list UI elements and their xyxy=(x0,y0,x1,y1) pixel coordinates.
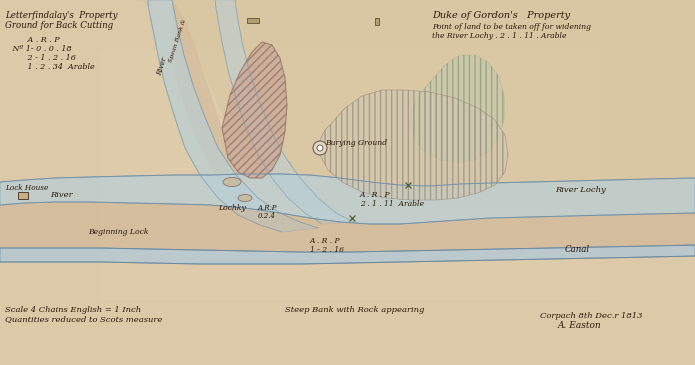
Text: River Lochy: River Lochy xyxy=(555,186,606,194)
Text: A . R . P: A . R . P xyxy=(360,191,391,199)
Text: Corpach 8th Dec.r 1813: Corpach 8th Dec.r 1813 xyxy=(540,312,642,320)
Text: River: River xyxy=(50,191,72,199)
Text: A . R . P: A . R . P xyxy=(310,237,341,245)
Text: 0.2.4: 0.2.4 xyxy=(258,212,276,220)
Text: the River Lochy . 2 . 1 . 11 . Arable: the River Lochy . 2 . 1 . 11 . Arable xyxy=(432,32,566,40)
Bar xyxy=(375,18,379,25)
Polygon shape xyxy=(0,174,695,224)
Polygon shape xyxy=(148,0,318,232)
Bar xyxy=(18,192,28,199)
Text: A. Easton: A. Easton xyxy=(558,321,602,330)
Ellipse shape xyxy=(238,195,252,201)
Polygon shape xyxy=(410,55,505,163)
Text: 2 - 1 . 2 . 16: 2 - 1 . 2 . 16 xyxy=(5,54,76,62)
Text: Nº 1- 0 . 0 . 18: Nº 1- 0 . 0 . 18 xyxy=(5,45,72,53)
Text: Beginning Lock: Beginning Lock xyxy=(88,228,149,236)
Text: 1 - 2 . 16: 1 - 2 . 16 xyxy=(310,246,344,254)
Ellipse shape xyxy=(223,177,241,187)
Text: Quantities reduced to Scots measure: Quantities reduced to Scots measure xyxy=(5,315,163,323)
Bar xyxy=(247,18,259,23)
Text: Steep Bank with Rock appearing: Steep Bank with Rock appearing xyxy=(285,306,425,314)
Text: Letterfindalay's  Property: Letterfindalay's Property xyxy=(5,11,117,20)
Text: Lock House: Lock House xyxy=(5,184,48,192)
Text: Scale 4 Chains English = 1 Inch: Scale 4 Chains English = 1 Inch xyxy=(5,306,141,314)
Circle shape xyxy=(313,141,327,155)
Text: Lochky: Lochky xyxy=(218,204,246,212)
Text: Duke of Gordon's   Property: Duke of Gordon's Property xyxy=(432,11,570,20)
Text: 1 . 2 . 34  Arable: 1 . 2 . 34 Arable xyxy=(5,63,95,71)
Bar xyxy=(100,50,600,300)
Text: A.R.P: A.R.P xyxy=(258,204,277,212)
Text: Canal: Canal xyxy=(565,245,590,254)
Polygon shape xyxy=(0,0,695,215)
Polygon shape xyxy=(222,42,287,178)
Text: Point of land to be taken off for widening: Point of land to be taken off for wideni… xyxy=(432,23,591,31)
Text: River: River xyxy=(155,57,168,77)
Text: Burying Ground: Burying Ground xyxy=(325,139,387,147)
Polygon shape xyxy=(320,90,508,200)
Text: 2 . 1 . 11  Arable: 2 . 1 . 11 Arable xyxy=(360,200,424,208)
Text: Spean Bank &: Spean Bank & xyxy=(168,18,187,63)
Polygon shape xyxy=(0,245,695,264)
Text: Ground for Back Cutting: Ground for Back Cutting xyxy=(5,21,113,30)
Polygon shape xyxy=(172,0,250,205)
Polygon shape xyxy=(0,202,695,252)
Circle shape xyxy=(317,145,323,151)
Text: A . R . P: A . R . P xyxy=(5,36,60,44)
Polygon shape xyxy=(215,0,354,224)
